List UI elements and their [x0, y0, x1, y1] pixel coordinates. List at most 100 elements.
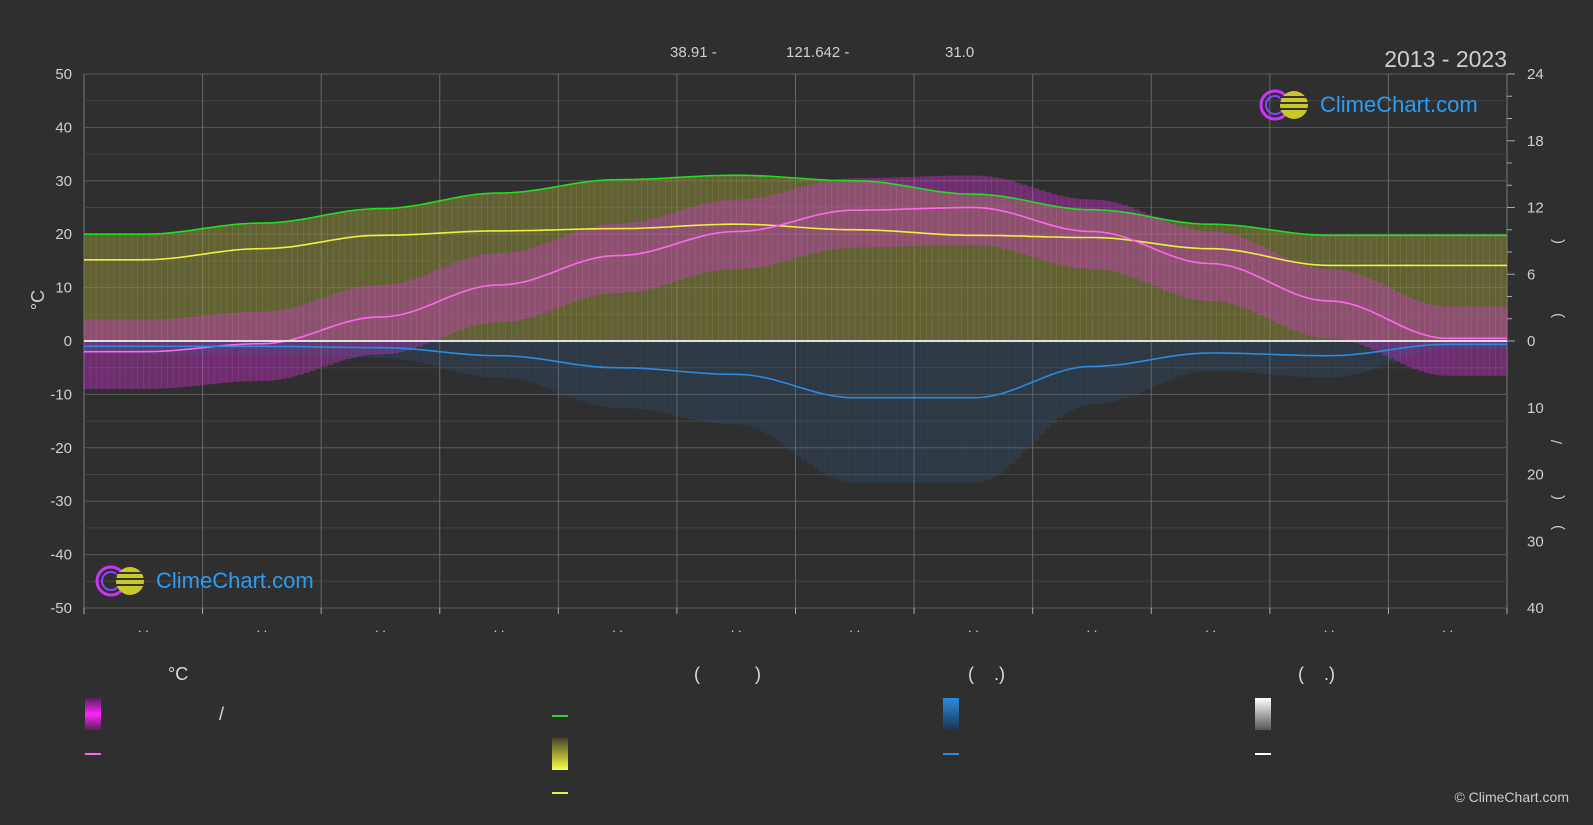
temp-range-band	[499, 252, 506, 323]
daylight-band	[196, 229, 204, 341]
left-tick-label: 50	[55, 66, 72, 83]
daylight-band	[771, 176, 779, 341]
precip-band	[84, 341, 91, 355]
temp-range-band	[623, 223, 631, 293]
temp-range-band	[1044, 192, 1052, 262]
temp-range-band	[854, 178, 862, 248]
temp-range-band	[753, 197, 761, 268]
brand-text: ClimeChart.com	[156, 568, 314, 593]
temp-range-band	[736, 199, 743, 269]
precip-band	[143, 341, 150, 355]
daylight-band	[445, 199, 453, 341]
daylight-band	[807, 179, 814, 341]
precip-band	[623, 341, 631, 408]
daylight-band	[659, 178, 666, 341]
daylight-band	[1346, 235, 1354, 341]
daylight-band	[1299, 233, 1307, 341]
precip-band	[1263, 341, 1271, 375]
precip-band	[1346, 341, 1354, 376]
precip-band	[641, 341, 648, 410]
precip-band	[1429, 341, 1437, 351]
temp-range-band	[1293, 262, 1301, 332]
precip-band	[1269, 341, 1277, 375]
daylight-band	[1240, 226, 1247, 341]
daylight-band	[1174, 221, 1182, 341]
precip-band	[1151, 341, 1158, 387]
precip-band	[250, 341, 257, 355]
temp-range-band	[226, 313, 233, 383]
precip-band	[985, 341, 992, 480]
precip-band	[943, 341, 951, 483]
precip-band	[653, 341, 660, 412]
daylight-band	[724, 175, 731, 341]
daylight-band	[89, 234, 97, 341]
precip-band	[427, 341, 435, 366]
temp-range-band	[955, 175, 963, 245]
daylight-band	[1435, 235, 1443, 341]
daylight-band	[587, 181, 595, 341]
precip-band	[576, 341, 583, 401]
temp-range-band	[1198, 231, 1206, 301]
precip-band	[665, 341, 672, 415]
precip-band	[338, 341, 346, 357]
daylight-band	[825, 180, 832, 341]
precip-band	[487, 341, 494, 378]
daylight-band	[125, 234, 133, 341]
daylight-band	[291, 220, 299, 341]
brand-logo-top: ClimeChart.com	[1258, 88, 1478, 122]
daylight-band	[131, 234, 138, 341]
precip-band	[1252, 341, 1259, 374]
daylight-band	[504, 192, 512, 341]
daylight-band	[1441, 235, 1449, 341]
daylight-band	[1358, 235, 1366, 341]
precip-band	[1447, 341, 1455, 350]
temp-range-band	[1008, 181, 1016, 251]
daylight-band	[315, 216, 322, 341]
daylight-band	[943, 192, 951, 341]
daylight-band	[931, 190, 939, 341]
precip-band	[220, 341, 227, 355]
legend-snow-swatch	[1255, 698, 1271, 730]
temp-range-band	[961, 175, 969, 245]
legend-mean-temp-line	[85, 753, 101, 755]
precip-band	[759, 341, 767, 432]
temp-range-band	[599, 224, 607, 295]
temp-range-band	[1062, 196, 1069, 267]
temp-range-band	[172, 318, 180, 388]
daylight-band	[285, 221, 293, 341]
daylight-band	[386, 208, 393, 341]
daylight-band	[1044, 204, 1052, 341]
temp-range-band	[1275, 254, 1283, 325]
daylight-band	[1103, 210, 1111, 341]
temp-range-band	[1370, 280, 1378, 350]
temp-range-band	[653, 217, 660, 288]
precip-band	[842, 341, 850, 483]
precip-band	[1335, 341, 1342, 378]
temp-range-band	[635, 221, 642, 292]
precip-band	[558, 341, 565, 394]
precip-band	[267, 341, 275, 355]
precip-band	[1003, 341, 1010, 470]
precip-band	[1459, 341, 1467, 350]
precip-band	[1275, 341, 1283, 376]
temp-range-band	[848, 178, 856, 248]
temp-range-band	[724, 199, 731, 270]
temp-range-band	[1056, 195, 1063, 265]
temp-range-band	[1204, 231, 1212, 301]
precip-band	[1441, 341, 1449, 350]
daylight-band	[635, 179, 642, 341]
temp-range-band	[1412, 299, 1419, 370]
precip-band	[1169, 341, 1176, 380]
temp-range-band	[665, 214, 672, 284]
precip-band	[89, 341, 97, 355]
month-axis: . . . . . . . . . . . . . . . . . . . . . . . .	[83, 608, 1508, 635]
daylight-band	[172, 232, 180, 341]
daylight-band	[1305, 234, 1312, 341]
precip-band	[1246, 341, 1253, 373]
daylight-band	[1323, 235, 1330, 341]
precip-band	[1234, 341, 1241, 372]
daylight-band	[119, 234, 127, 341]
daylight-band	[493, 193, 500, 341]
precip-band	[1311, 341, 1318, 378]
daylight-band	[759, 175, 767, 341]
